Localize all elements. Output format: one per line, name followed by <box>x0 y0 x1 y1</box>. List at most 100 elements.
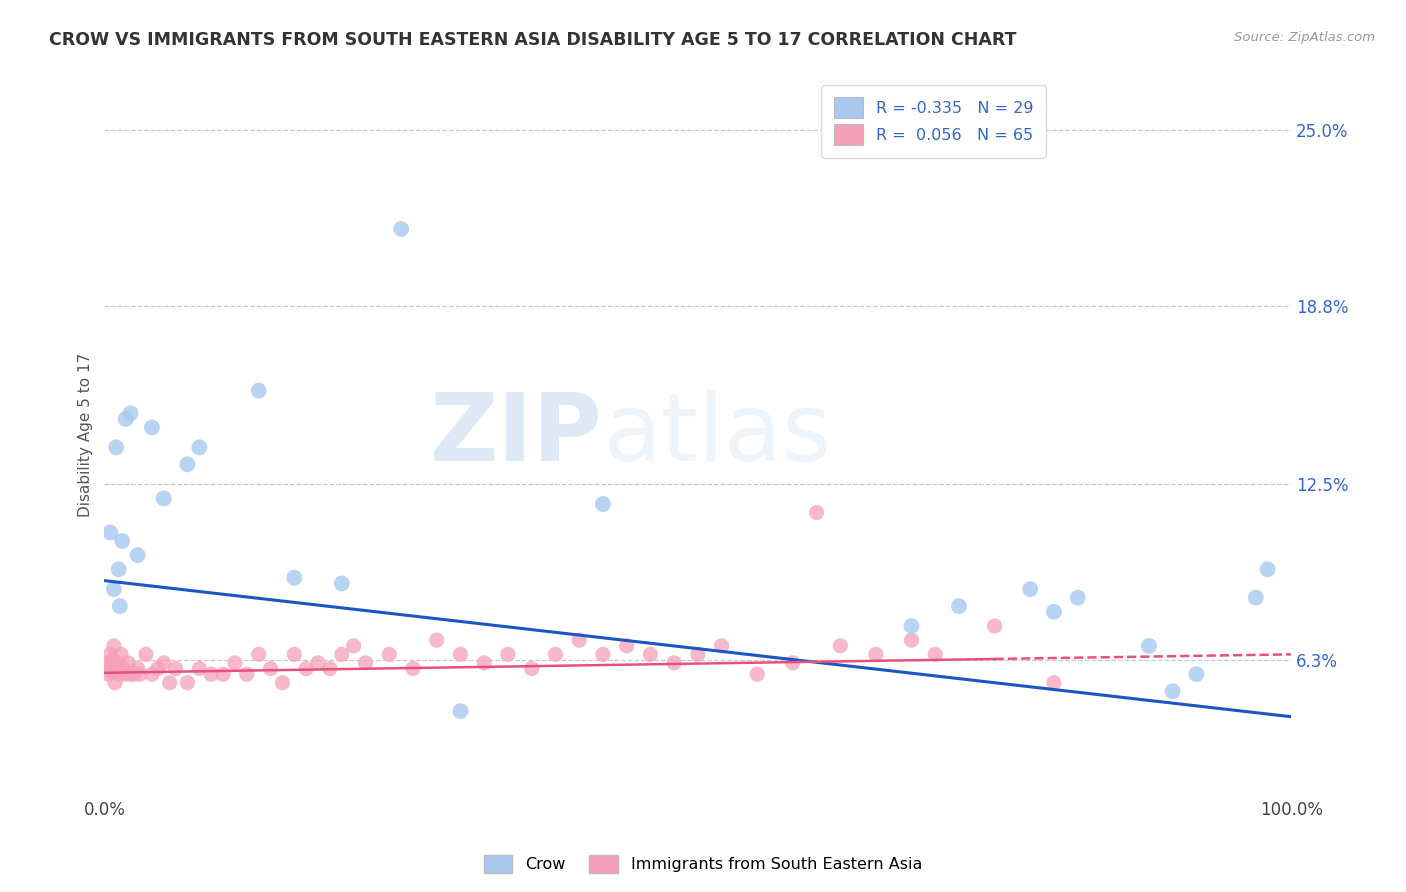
Point <box>1019 582 1042 596</box>
Point <box>830 639 852 653</box>
Point <box>450 704 472 718</box>
Point <box>319 661 342 675</box>
Point <box>710 639 733 653</box>
Point <box>98 525 121 540</box>
Point <box>640 648 662 662</box>
Point <box>152 491 174 506</box>
Point <box>544 648 567 662</box>
Point <box>224 656 246 670</box>
Point <box>105 440 128 454</box>
Point <box>259 661 281 675</box>
Point <box>1137 639 1160 653</box>
Point <box>283 648 305 662</box>
Point <box>900 633 922 648</box>
Point <box>114 667 136 681</box>
Point <box>616 639 638 653</box>
Point <box>120 406 142 420</box>
Point <box>1185 667 1208 681</box>
Point <box>188 661 211 675</box>
Point <box>592 497 614 511</box>
Point <box>141 420 163 434</box>
Point <box>402 661 425 675</box>
Point <box>747 667 769 681</box>
Point <box>159 675 181 690</box>
Point <box>98 661 121 675</box>
Point <box>152 656 174 670</box>
Point <box>343 639 366 653</box>
Point <box>782 656 804 670</box>
Point <box>117 656 139 670</box>
Text: ZIP: ZIP <box>430 389 603 481</box>
Point <box>686 648 709 662</box>
Point <box>101 653 124 667</box>
Legend: Crow, Immigrants from South Eastern Asia: Crow, Immigrants from South Eastern Asia <box>477 848 929 880</box>
Point <box>100 665 122 679</box>
Point <box>146 661 169 675</box>
Point <box>98 648 121 662</box>
Point <box>271 675 294 690</box>
Point <box>865 648 887 662</box>
Point <box>105 661 128 675</box>
Legend: R = -0.335   N = 29, R =  0.056   N = 65: R = -0.335 N = 29, R = 0.056 N = 65 <box>821 85 1046 158</box>
Point <box>330 648 353 662</box>
Point <box>176 675 198 690</box>
Point <box>568 633 591 648</box>
Point <box>129 667 152 681</box>
Point <box>111 533 134 548</box>
Point <box>135 648 157 662</box>
Point <box>283 571 305 585</box>
Point <box>107 562 129 576</box>
Point <box>120 667 142 681</box>
Point <box>127 661 149 675</box>
Point <box>236 667 259 681</box>
Point <box>307 656 329 670</box>
Point <box>103 582 125 596</box>
Point <box>141 667 163 681</box>
Point <box>1043 605 1066 619</box>
Point <box>520 661 543 675</box>
Point <box>354 656 377 670</box>
Point <box>472 656 495 670</box>
Point <box>107 656 129 670</box>
Point <box>122 667 145 681</box>
Point <box>496 648 519 662</box>
Point <box>983 619 1005 633</box>
Point <box>378 648 401 662</box>
Y-axis label: Disability Age 5 to 17: Disability Age 5 to 17 <box>79 352 93 516</box>
Point <box>188 440 211 454</box>
Point <box>107 667 129 681</box>
Point <box>103 639 125 653</box>
Point <box>1066 591 1088 605</box>
Point <box>176 458 198 472</box>
Point <box>924 648 946 662</box>
Point <box>247 648 270 662</box>
Text: atlas: atlas <box>603 389 831 481</box>
Point <box>592 648 614 662</box>
Point <box>97 667 120 681</box>
Point <box>108 599 131 614</box>
Point <box>295 661 318 675</box>
Point <box>110 648 132 662</box>
Text: Source: ZipAtlas.com: Source: ZipAtlas.com <box>1234 31 1375 45</box>
Point <box>389 222 412 236</box>
Point <box>1244 591 1267 605</box>
Point <box>330 576 353 591</box>
Point <box>112 661 135 675</box>
Point <box>127 548 149 562</box>
Point <box>96 656 118 670</box>
Point <box>450 648 472 662</box>
Point <box>212 667 235 681</box>
Point <box>114 412 136 426</box>
Point <box>900 619 922 633</box>
Point <box>104 675 127 690</box>
Point <box>1043 675 1066 690</box>
Point <box>662 656 685 670</box>
Point <box>200 667 222 681</box>
Point <box>1161 684 1184 698</box>
Text: CROW VS IMMIGRANTS FROM SOUTH EASTERN ASIA DISABILITY AGE 5 TO 17 CORRELATION CH: CROW VS IMMIGRANTS FROM SOUTH EASTERN AS… <box>49 31 1017 49</box>
Point <box>165 661 187 675</box>
Point <box>426 633 449 648</box>
Point <box>1257 562 1279 576</box>
Point <box>806 506 828 520</box>
Point <box>247 384 270 398</box>
